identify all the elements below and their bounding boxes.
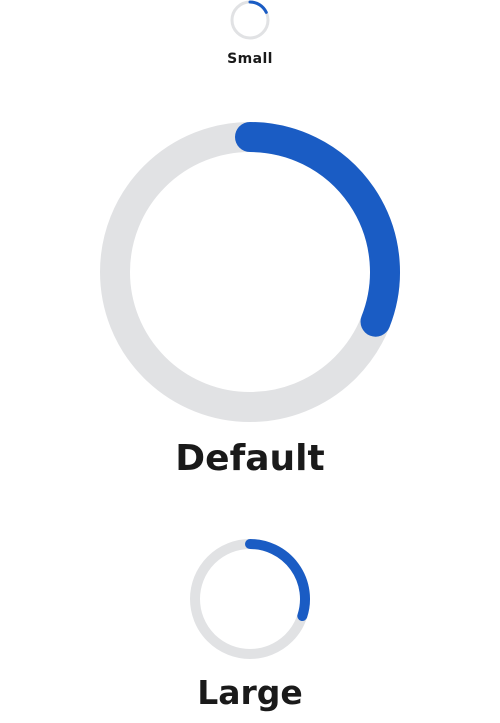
spinner-large [190,539,310,659]
spinner-large-label: Large [197,673,303,712]
spinner-default-indicator [235,122,400,337]
spinner-large-indicator [245,539,310,621]
spinner-small [230,0,270,40]
spinner-small-indicator [248,0,268,14]
spinner-small-label: Small [227,51,273,67]
spinner-default-label: Default [175,438,325,479]
spinner-default [100,122,400,422]
